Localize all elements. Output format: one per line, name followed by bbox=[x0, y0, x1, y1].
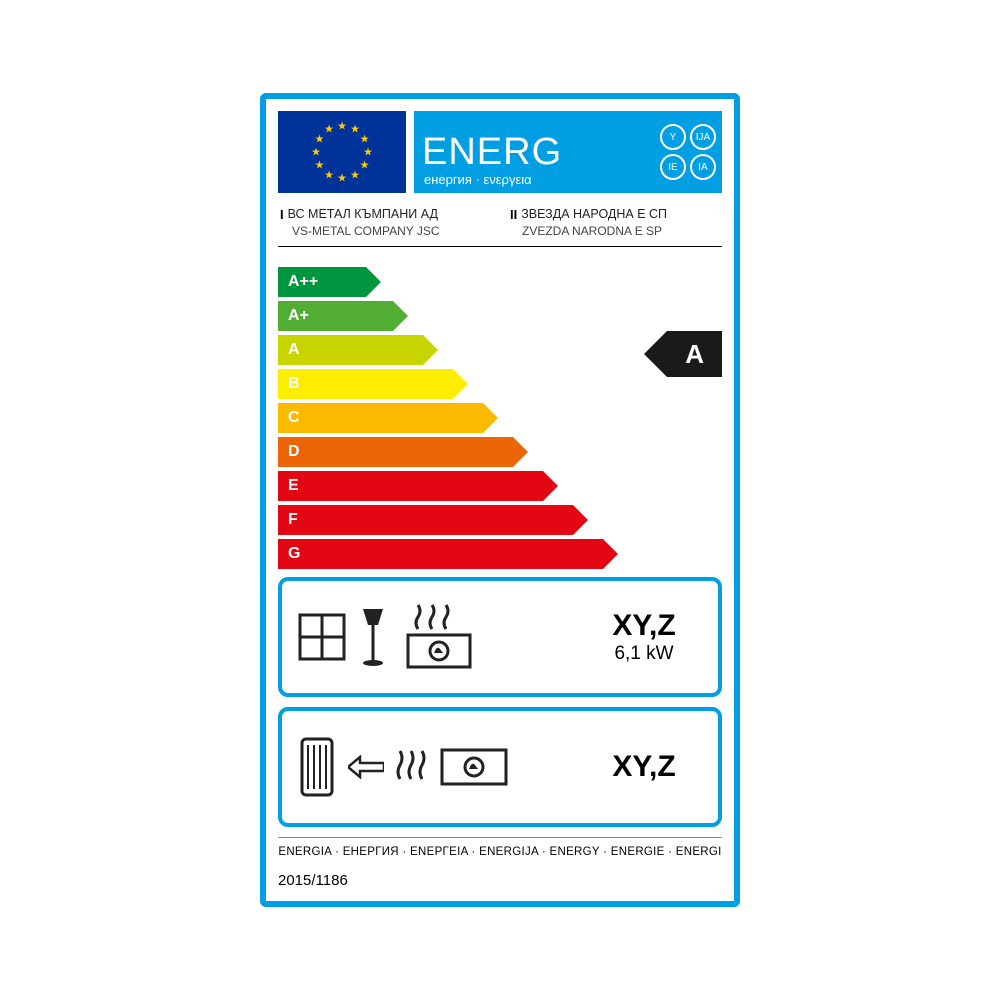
class-arrow: A++ bbox=[278, 267, 366, 297]
arrow-left-icon bbox=[348, 755, 384, 779]
regulation-number: 2015/1186 bbox=[278, 868, 722, 889]
window-icon bbox=[296, 611, 348, 663]
direct-heat-box: XY,Z 6,1 kW bbox=[278, 577, 722, 697]
stove-heat-icon bbox=[398, 601, 478, 673]
energy-words: ENERGIA · ЕНЕРГИЯ · ΕΝΕΡΓΕΙΑ · ENERGIJA … bbox=[278, 837, 722, 858]
efficiency-scale: A++A+ABCDEFG A bbox=[278, 257, 722, 567]
supplier-native: ВС МЕТАЛ КЪМПАНИ АД bbox=[288, 207, 438, 221]
class-arrow: B bbox=[278, 369, 453, 399]
box2-xyz: XY,Z bbox=[584, 750, 704, 784]
class-row: A++ bbox=[278, 267, 722, 297]
box2-value: XY,Z bbox=[584, 750, 704, 784]
model-latin: ZVEZDA NARODNA E SP bbox=[522, 224, 720, 238]
suffix-circle: IA bbox=[690, 154, 716, 180]
class-row: E bbox=[278, 471, 722, 501]
supplier-col: I ВС МЕТАЛ КЪМПАНИ АД VS-METAL COMPANY J… bbox=[280, 207, 490, 238]
energ-word: ENERG bbox=[422, 133, 562, 171]
eu-flag: ★★★★★★★★★★★★ bbox=[278, 111, 406, 193]
class-arrow: G bbox=[278, 539, 603, 569]
box1-power: 6,1 kW bbox=[584, 643, 704, 665]
roman-2: II bbox=[510, 207, 517, 222]
class-row: F bbox=[278, 505, 722, 535]
radiator-icon bbox=[296, 733, 338, 801]
energ-block: ENERG енергия · ενεργεια YIJAIEIA bbox=[414, 111, 722, 193]
suffix-circle: IE bbox=[660, 154, 686, 180]
class-row: A+ bbox=[278, 301, 722, 331]
stove-icon bbox=[438, 746, 510, 788]
class-arrow: D bbox=[278, 437, 513, 467]
model-col: II ЗВЕЗДА НАРОДНА Е СП ZVEZDA NARODNA E … bbox=[510, 207, 720, 238]
energy-label: ★★★★★★★★★★★★ ENERG енергия · ενεργεια YI… bbox=[260, 93, 740, 907]
suffix-circle: Y bbox=[660, 124, 686, 150]
class-row: G bbox=[278, 539, 722, 569]
class-row: C bbox=[278, 403, 722, 433]
suffix-circle: IJA bbox=[690, 124, 716, 150]
class-arrow: A+ bbox=[278, 301, 393, 331]
supplier-latin: VS-METAL COMPANY JSC bbox=[292, 224, 490, 238]
supplier-row: I ВС МЕТАЛ КЪМПАНИ АД VS-METAL COMPANY J… bbox=[278, 203, 722, 247]
lamp-icon bbox=[358, 605, 388, 669]
box1-xyz: XY,Z bbox=[584, 609, 704, 643]
box1-icons bbox=[296, 601, 572, 673]
class-arrow: F bbox=[278, 505, 573, 535]
model-native: ЗВЕЗДА НАРОДНА Е СП bbox=[521, 207, 667, 221]
suffix-circles: YIJAIEIA bbox=[660, 124, 716, 180]
heat-waves-icon bbox=[394, 749, 428, 785]
roman-1: I bbox=[280, 207, 284, 222]
current-class-letter: A bbox=[685, 339, 704, 370]
box2-icons bbox=[296, 733, 572, 801]
class-arrow: A bbox=[278, 335, 423, 365]
class-arrow: E bbox=[278, 471, 543, 501]
class-arrow: C bbox=[278, 403, 483, 433]
class-row: D bbox=[278, 437, 722, 467]
box1-value: XY,Z 6,1 kW bbox=[584, 609, 704, 665]
energ-subline: енергия · ενεργεια bbox=[424, 172, 532, 187]
header-row: ★★★★★★★★★★★★ ENERG енергия · ενεργεια YI… bbox=[278, 111, 722, 193]
current-class-pointer: A bbox=[667, 331, 722, 377]
indirect-heat-box: XY,Z bbox=[278, 707, 722, 827]
